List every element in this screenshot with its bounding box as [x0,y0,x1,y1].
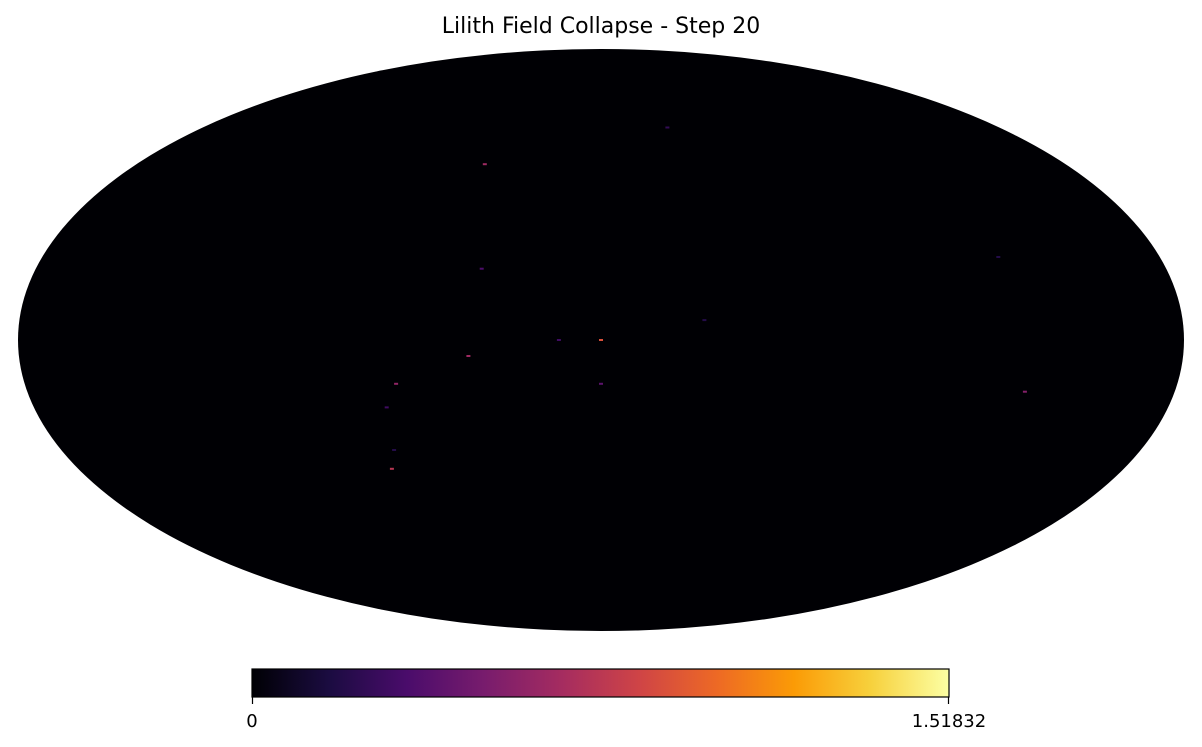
hotspot-pixel [702,319,707,322]
hotspot-pixel [996,256,1001,258]
hotspot-pixel [479,267,484,270]
colorbar-gradient [251,668,950,698]
hotspot-pixel [389,467,394,470]
hotspot-pixel [599,382,603,385]
colorbar-min-label: 0 [246,711,257,732]
sky-map [18,49,1184,631]
chart-title: Lilith Field Collapse - Step 20 [442,14,760,39]
hotspot-pixel [466,355,471,357]
hotspot-pixel [599,339,603,341]
hotspot-pixel [384,406,389,409]
hotspot-pixel [665,126,670,129]
hotspot-pixel [392,449,397,451]
colorbar: 0 1.51832 [246,668,986,732]
hotspot-pixel [556,339,561,341]
colorbar-max-label: 1.51832 [912,711,986,732]
hotspot-layer [384,126,1027,470]
hotspot-pixel [482,163,487,166]
hotspot-pixel [394,382,399,385]
hotspot-pixel [1022,390,1027,393]
